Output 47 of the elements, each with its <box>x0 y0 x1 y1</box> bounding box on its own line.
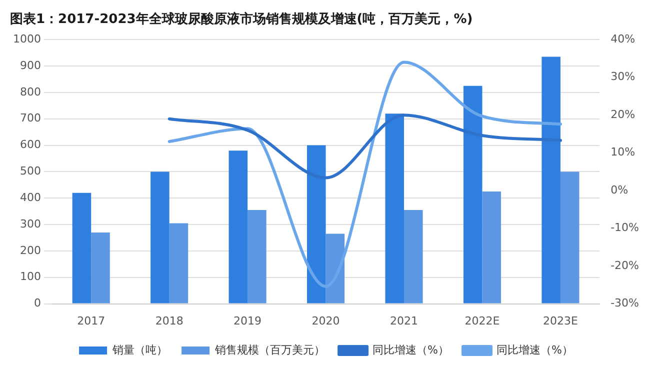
y2-tick-label: -10% <box>610 221 640 234</box>
bar <box>72 192 92 304</box>
x-tick-label: 2021 <box>390 314 418 328</box>
y2-tick-label: 30% <box>610 70 636 84</box>
bar <box>385 114 404 304</box>
y-tick-label: 900 <box>20 58 41 72</box>
x-tick-label: 2022E <box>464 314 500 328</box>
y2-tick-label: -20% <box>610 258 640 272</box>
bar <box>150 172 170 304</box>
bar <box>248 210 266 304</box>
x-tick-label: 2019 <box>234 314 262 328</box>
bar <box>482 192 502 304</box>
bar <box>228 150 248 304</box>
x-tick-label: 2020 <box>312 314 340 328</box>
line-series <box>168 60 562 288</box>
bar <box>542 56 560 304</box>
bar <box>404 210 423 304</box>
bar <box>463 86 482 304</box>
bar <box>91 232 110 304</box>
x-tick-label: 2018 <box>155 314 184 328</box>
y2-tick-label: 0% <box>610 183 628 196</box>
x-tick-label: 2017 <box>77 314 106 328</box>
y-tick-label: 300 <box>20 217 41 230</box>
legend-label: 销量（吨） <box>112 343 168 356</box>
y-tick-label: 700 <box>20 112 41 125</box>
bar <box>560 172 580 304</box>
legend-label: 销售规模（百万美元） <box>214 343 326 356</box>
y2-tick-label: -30% <box>610 296 640 310</box>
y-tick-label: 0 <box>34 296 41 310</box>
y2-tick-label: 20% <box>610 108 636 121</box>
y2-tick-label: 40% <box>610 32 636 46</box>
y-tick-label: 800 <box>20 85 41 98</box>
x-tick-label: 2023E <box>542 314 578 328</box>
y-tick-label: 100 <box>20 270 41 284</box>
line-series <box>168 114 562 180</box>
y-tick-label: 1000 <box>12 32 41 46</box>
legend-label: 同比增速（%） <box>372 343 449 356</box>
legend-label: 同比增速（%） <box>496 343 573 356</box>
bar <box>326 234 345 304</box>
y-tick-label: 200 <box>20 244 41 257</box>
chart-title: 图表1：2017-2023年全球玻尿酸原液市场销售规模及增速(吨，百万美元，%) <box>10 11 473 28</box>
bar <box>169 223 188 304</box>
y-tick-label: 500 <box>20 164 41 178</box>
y-tick-label: 400 <box>20 190 41 204</box>
y2-tick-label: 10% <box>610 146 636 159</box>
bar <box>307 145 326 304</box>
y-tick-label: 600 <box>20 138 41 152</box>
